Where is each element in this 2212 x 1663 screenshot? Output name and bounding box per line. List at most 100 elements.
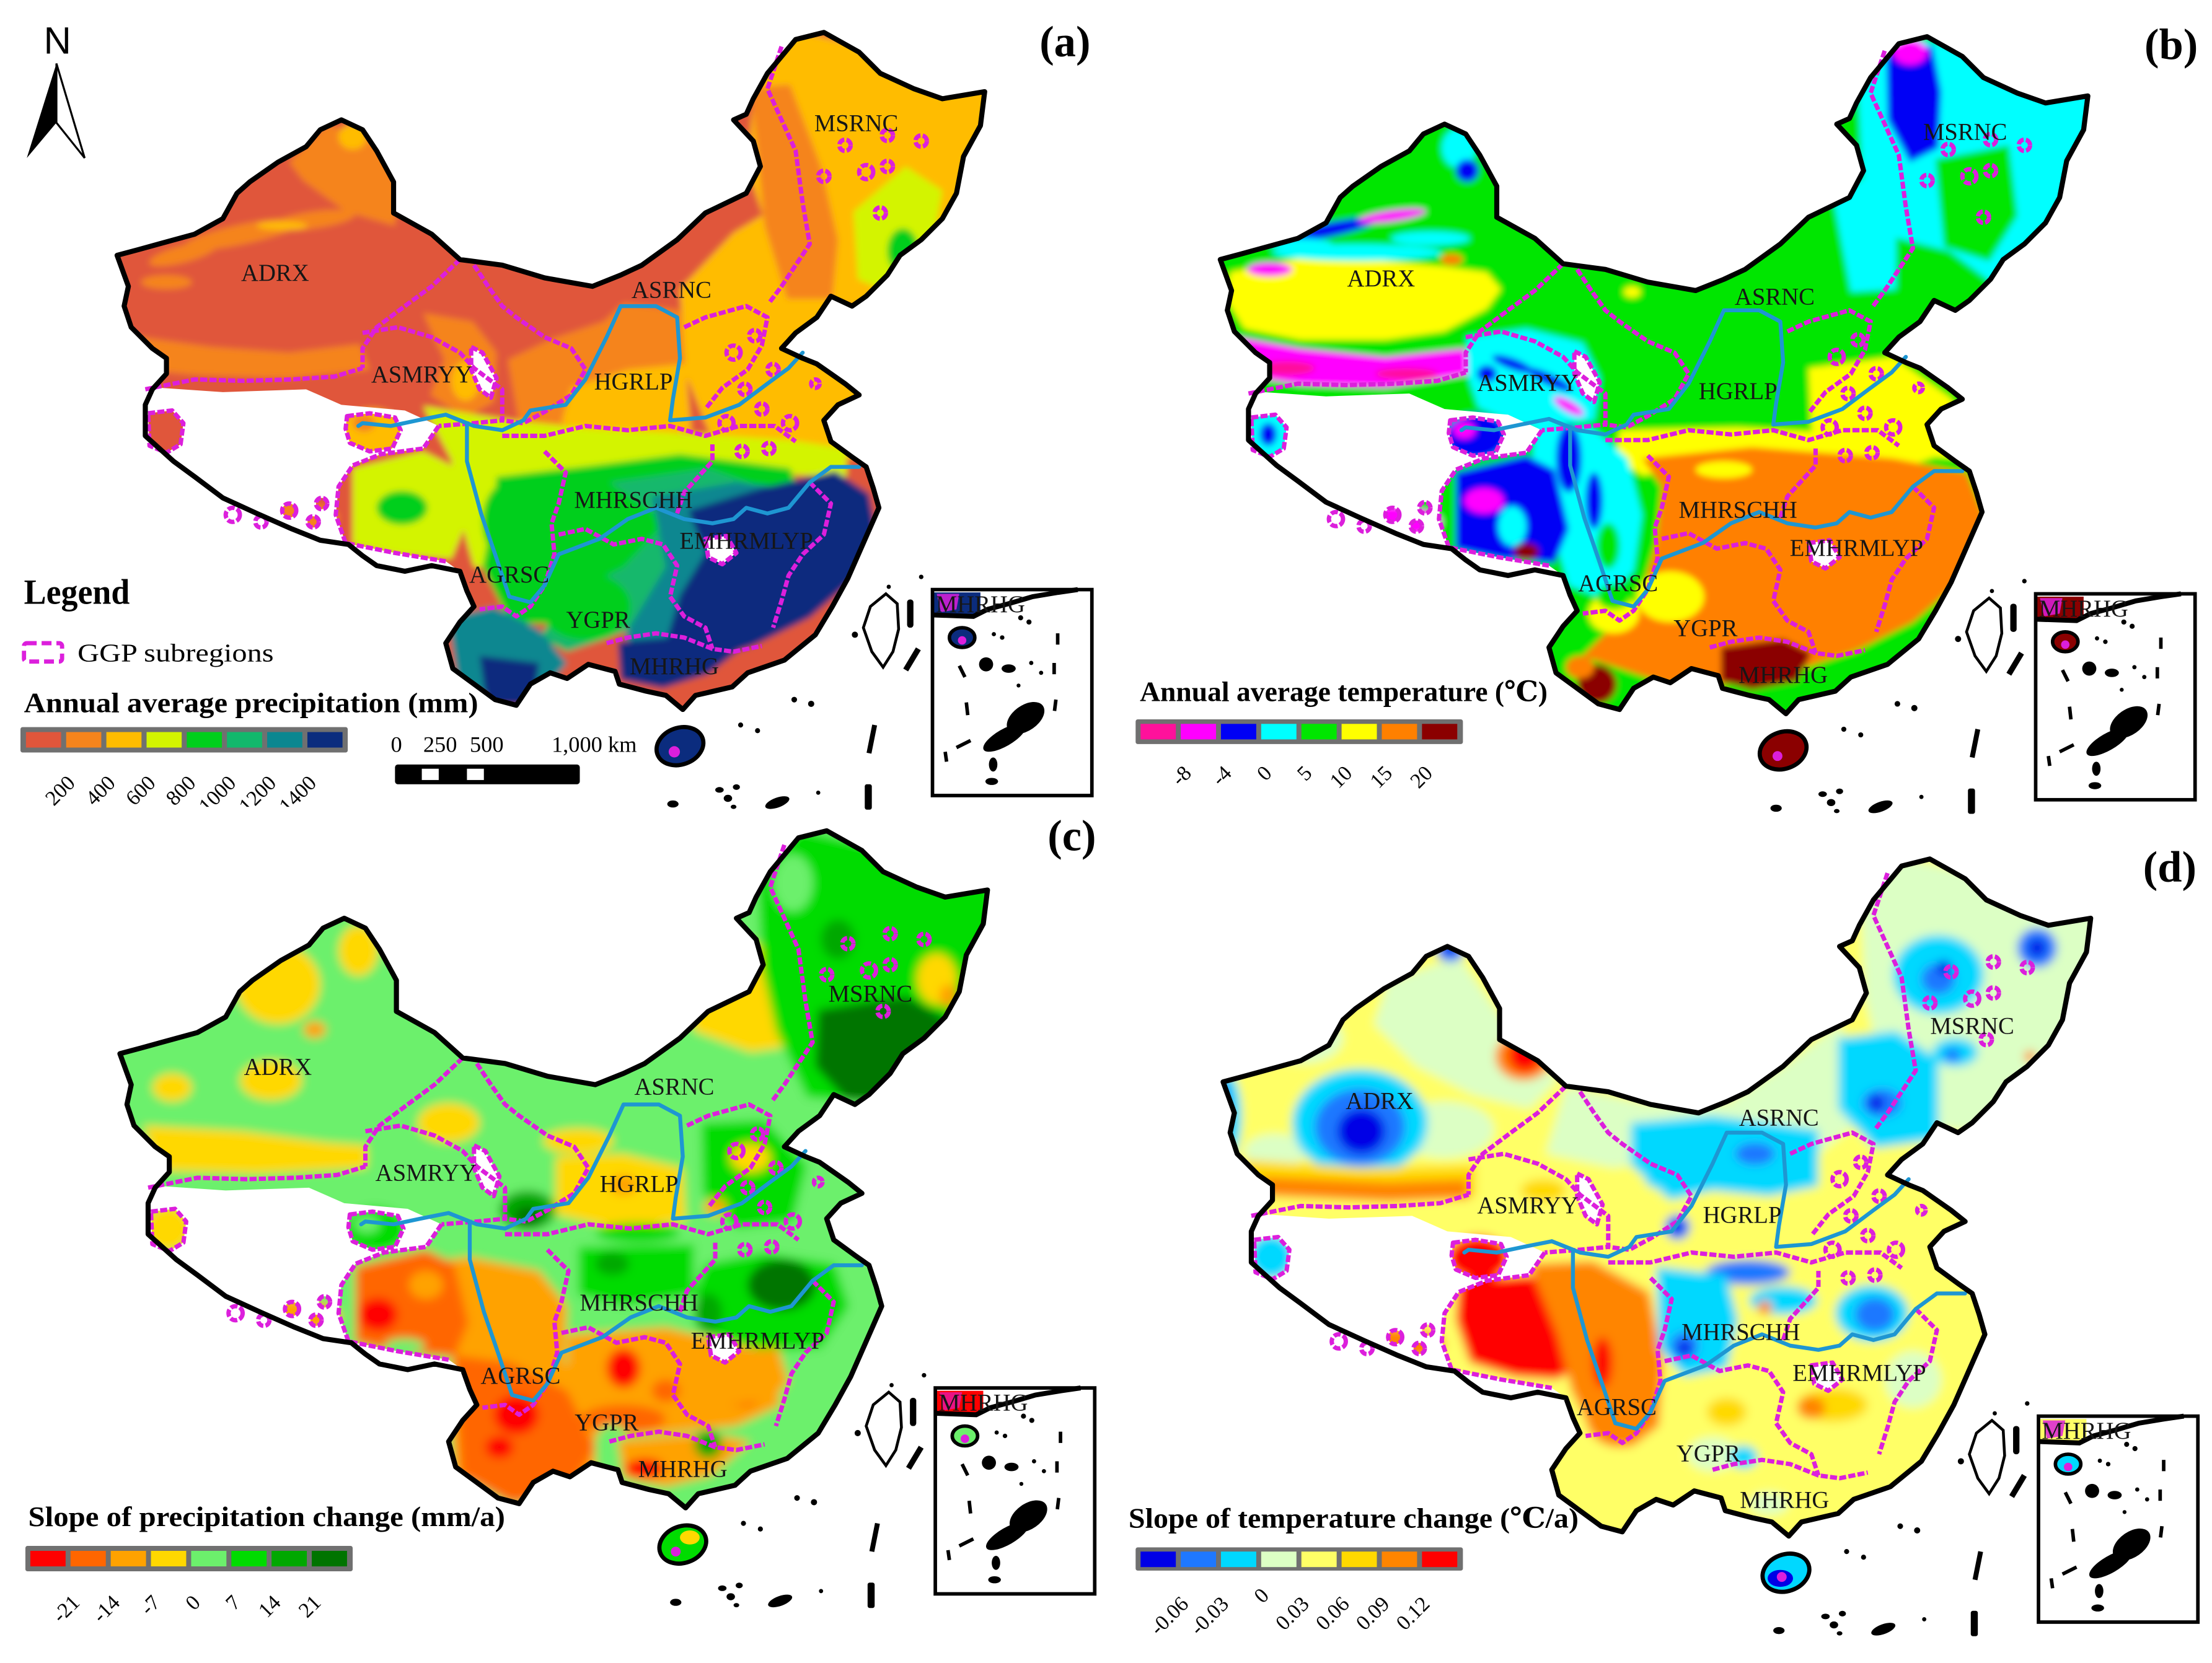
tick-label: 200 [41, 771, 79, 810]
colorbar-swatch [110, 1551, 146, 1567]
region-label-ygpr: YGPR [575, 1410, 638, 1436]
colorbar-frame [25, 1546, 353, 1572]
raster-patch [289, 124, 398, 226]
region-label-msrnc: MSRNC [1930, 1014, 2014, 1040]
region-label-mhrhg: MHRHG [630, 654, 719, 680]
raster-patch [1707, 1398, 1747, 1426]
region-labels-c: MSRNC ADRX ASRNC ASMRYY HGRLP MHRSCHH EM… [244, 981, 1028, 1482]
raster-patch [1735, 1142, 1775, 1165]
region-label-msrnc: MSRNC [829, 981, 912, 1007]
inset-subregion-patch [939, 1392, 963, 1411]
inset-hainan-spot [2064, 1462, 2073, 1472]
raster-patch [130, 335, 370, 379]
tick-label: 0.12 [1392, 1592, 1434, 1634]
south-china-sea-inset [2038, 1416, 2198, 1622]
hainan-island [654, 725, 706, 768]
raster-patch [1525, 367, 1572, 392]
colorbar-swatch [267, 732, 302, 748]
tick-label: -0.06 [1146, 1592, 1193, 1639]
scale-bar-segment [467, 768, 484, 780]
tick-label: -7 [136, 1591, 165, 1620]
raster-patch [385, 1338, 425, 1353]
raster-patch [338, 925, 379, 976]
colorbar-swatch [151, 1551, 187, 1567]
legend-heading: Legend [24, 573, 130, 612]
raster-patch [1464, 488, 1504, 514]
north-arrow-icon-outline [55, 63, 86, 159]
region-label-asrnc: ASRNC [632, 277, 712, 303]
panel-label-a: (a) [1039, 18, 1090, 66]
colorbar-swatch [1301, 1551, 1337, 1568]
region-label-ygpr: YGPR [1673, 616, 1737, 642]
legend-title-c: Slope of precipitation change (mm/a) [29, 1501, 505, 1532]
region-label-msrnc: MSRNC [814, 111, 898, 137]
region-label-asrnc: ASRNC [634, 1074, 714, 1100]
inset-background [935, 1388, 1095, 1594]
inset-label-mhrhg: MHRHG [2039, 596, 2128, 622]
raster-patch [1797, 1396, 1826, 1419]
scale-label-250: 250 [423, 732, 457, 757]
inset-hainan-spot [2061, 640, 2070, 649]
tick-label: -4 [1207, 761, 1236, 790]
colorbar-frame [20, 727, 348, 753]
colorbar-frame [1135, 719, 1463, 744]
inset-subregion-patch [2042, 1420, 2066, 1439]
region-label-agrsc: AGRSC [469, 562, 549, 588]
raster-patch [1440, 253, 1463, 265]
raster-patch [1623, 286, 1641, 298]
colorbar-swatch [1140, 1551, 1176, 1568]
legend-precipitation: Annual average precipitation (mm) 200 40… [20, 687, 478, 817]
region-label-hgrlp: HGRLP [1699, 379, 1778, 405]
raster-patch [141, 274, 192, 289]
hainan-fill [654, 725, 706, 768]
colorbar-swatch [1221, 1551, 1256, 1568]
colorbar-ticks-d: -0.06 -0.03 0 0.03 0.06 0.09 0.12 [1146, 1584, 1435, 1639]
tick-label: -14 [89, 1591, 125, 1627]
colorbar-swatch [106, 732, 142, 748]
region-label-hgrlp: HGRLP [594, 369, 673, 395]
raster-patch [1585, 472, 1603, 529]
raster-patch [1855, 1297, 1895, 1332]
legend-temperature-slope: Slope of temperature change (℃/a) -0.06 … [1129, 1502, 1579, 1639]
scale-bar-segment [421, 768, 439, 780]
tick-label: 600 [121, 771, 160, 810]
raster-patch [1566, 656, 1595, 678]
raster-patch [1359, 208, 1426, 224]
region-label-emhrmlyp: EMHRMLYP [691, 1328, 824, 1354]
tick-label: 10 [1326, 761, 1357, 792]
raster-patch [149, 241, 218, 266]
colorbar-swatch [25, 732, 61, 748]
colorbar-swatch [146, 732, 182, 748]
raster-patch [701, 1120, 807, 1229]
raster-patch [1455, 159, 1479, 182]
hainan-subregion-spot [671, 1547, 681, 1557]
region-label-asmryy: ASMRYY [1477, 371, 1578, 397]
south-china-sea-inset [933, 590, 1092, 796]
region-label-asrnc: ASRNC [1739, 1105, 1819, 1131]
raster-patch [1244, 1134, 1306, 1168]
inset-label-mhrhg: MHRHG [2042, 1418, 2131, 1444]
tick-label: 5 [1293, 761, 1316, 785]
region-label-mhrschh: MHRSCHH [574, 488, 692, 514]
raster-patch [1833, 170, 1897, 292]
colorbar-swatch [231, 1551, 267, 1567]
colorbar-c [25, 1546, 353, 1572]
raster-patch [2029, 939, 2046, 957]
inset-background [2038, 1416, 2198, 1622]
hainan-fill [657, 1523, 708, 1566]
raster-patch [1520, 1179, 1566, 1202]
raster-patch [1636, 571, 1704, 622]
south-china-sea-inset [935, 1388, 1095, 1594]
colorbar-swatch [70, 1551, 106, 1567]
raster-patch [543, 1128, 614, 1154]
hainan-island [1757, 729, 1809, 772]
region-label-asrnc: ASRNC [1735, 284, 1815, 310]
raster-patch [1944, 1048, 1961, 1063]
tick-label: -0.03 [1186, 1592, 1233, 1639]
tick-label: 1400 [275, 771, 321, 817]
region-label-ygpr: YGPR [1677, 1441, 1740, 1467]
colorbar-ticks-b: -8 -4 0 5 10 15 20 [1167, 761, 1437, 792]
raster-patch [1259, 423, 1277, 446]
legend-title-a: Annual average precipitation (mm) [24, 687, 478, 719]
